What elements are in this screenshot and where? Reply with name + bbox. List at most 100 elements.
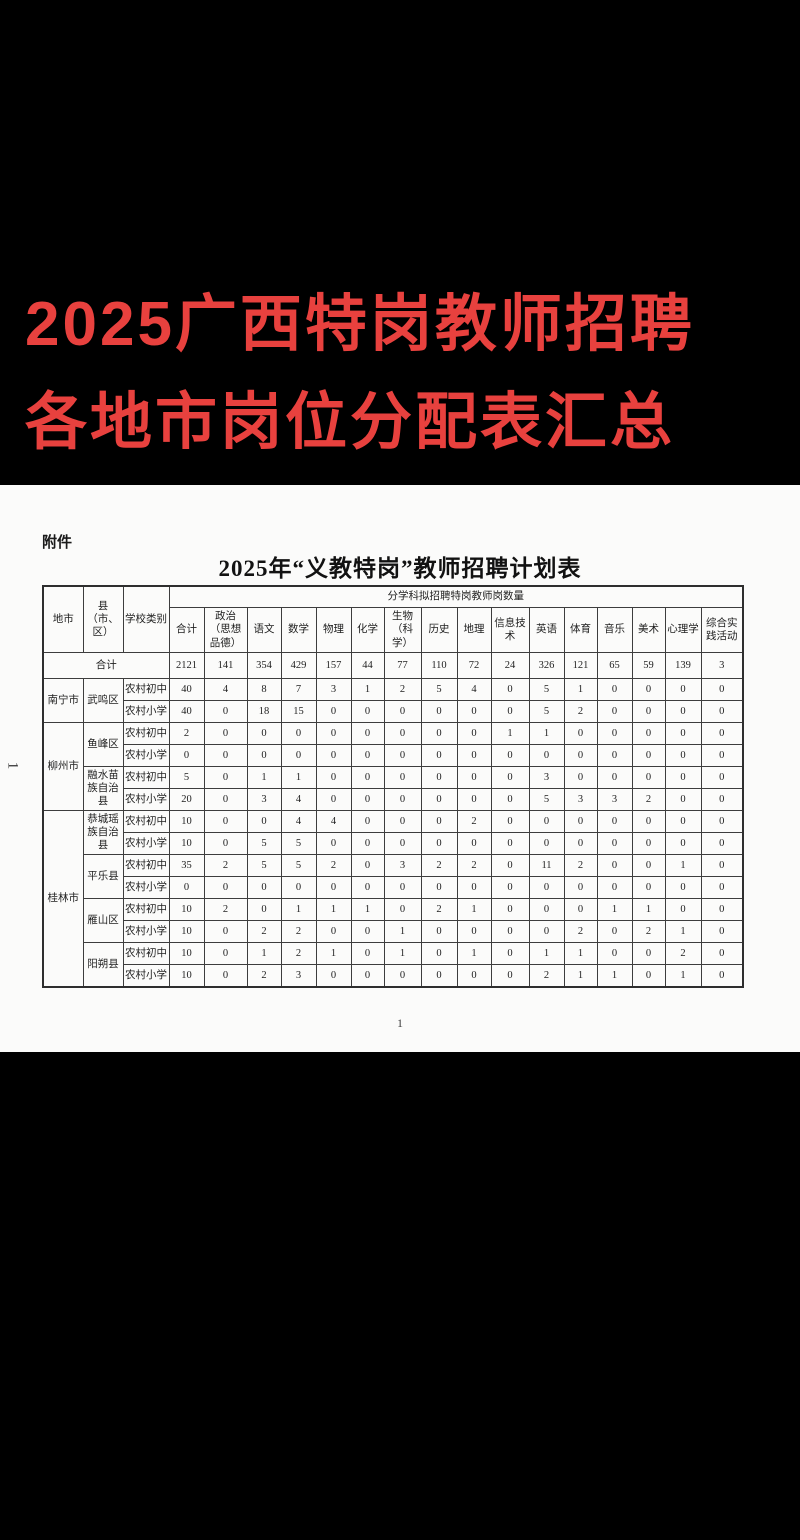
- value-cell: 0: [203, 920, 248, 943]
- value-cell: 0: [168, 744, 205, 767]
- value-cell: 8: [246, 678, 282, 701]
- total-value-cell: 429: [280, 652, 317, 679]
- value-cell: 2: [203, 854, 248, 877]
- value-cell: 0: [631, 942, 666, 965]
- value-cell: 0: [631, 876, 666, 899]
- total-value-cell: 157: [315, 652, 352, 679]
- value-cell: 1: [490, 722, 530, 745]
- table-row: 桂林市 恭城瑶族自治县 农村初中 10 0 0 4 4 0 0 0 2 0 0 0 0 0 0 0: [42, 810, 744, 988]
- value-cell: 0: [563, 832, 598, 855]
- school-type-cell: 农村小学: [122, 964, 170, 988]
- value-cell: 0: [490, 744, 530, 767]
- value-cell: 5: [246, 854, 282, 877]
- value-cell: 5: [420, 678, 458, 701]
- region-cell: 桂林市: [42, 810, 84, 988]
- value-cell: 0: [456, 700, 492, 723]
- value-cell: 0: [420, 722, 458, 745]
- value-cell: 0: [700, 898, 744, 921]
- table-row: 农村小学 20 0 3 4 0 0 0 0 0 0 5 3 3 2 0 0: [43, 788, 744, 811]
- value-cell: 0: [596, 744, 633, 767]
- value-cell: 0: [490, 810, 530, 833]
- table-row: 平乐县 农村初中 35 2 5 5 2 0 3 2 2 0 11 2 0 0 1 0: [43, 854, 744, 899]
- value-cell: 10: [168, 920, 205, 943]
- header-subject: 英语: [528, 607, 565, 653]
- value-cell: 2: [315, 854, 352, 877]
- value-cell: 0: [383, 744, 422, 767]
- county-cell: 阳朔县: [82, 942, 124, 988]
- value-cell: 2: [203, 898, 248, 921]
- header-region: 地市: [42, 585, 84, 653]
- value-cell: 0: [528, 898, 565, 921]
- value-cell: 3: [246, 788, 282, 811]
- value-cell: 0: [664, 788, 702, 811]
- value-cell: 3: [315, 678, 352, 701]
- value-cell: 0: [420, 942, 458, 965]
- school-type-cell: 农村小学: [122, 920, 170, 943]
- value-cell: 1: [664, 964, 702, 988]
- value-cell: 0: [350, 700, 385, 723]
- value-cell: 0: [596, 876, 633, 899]
- value-cell: 0: [528, 810, 565, 833]
- value-cell: 1: [528, 942, 565, 965]
- value-cell: 40: [168, 700, 205, 723]
- attachment-label: 附件: [42, 535, 73, 551]
- value-cell: 0: [664, 744, 702, 767]
- total-value-cell: 121: [563, 652, 598, 679]
- school-type-cell: 农村初中: [122, 678, 170, 701]
- value-cell: 0: [350, 810, 385, 833]
- value-cell: 0: [456, 832, 492, 855]
- value-cell: 0: [664, 700, 702, 723]
- value-cell: 0: [420, 744, 458, 767]
- total-value-cell: 354: [246, 652, 282, 679]
- table-row: 南宁市 武鸣区 农村初中 40 4 8 7 3 1 2 5 4 0 5 1 0 0 0 0: [42, 678, 744, 723]
- value-cell: 0: [596, 722, 633, 745]
- value-cell: 20: [168, 788, 205, 811]
- value-cell: 1: [280, 766, 317, 789]
- school-type-cell: 农村初中: [122, 722, 170, 745]
- table-row: 农村小学 0 0 0 0 0 0 0 0 0 0 0 0 0 0 0 0: [43, 876, 744, 899]
- value-cell: 18: [246, 700, 282, 723]
- value-cell: 0: [456, 788, 492, 811]
- value-cell: 3: [563, 788, 598, 811]
- school-type-cell: 农村初中: [122, 942, 170, 965]
- value-cell: 0: [350, 722, 385, 745]
- county-cell: 雁山区: [82, 898, 124, 943]
- header-subject: 历史: [420, 607, 458, 653]
- value-cell: 1: [563, 964, 598, 988]
- value-cell: 0: [700, 766, 744, 789]
- value-cell: 1: [350, 678, 385, 701]
- value-cell: 0: [383, 832, 422, 855]
- header-subject: 生物（科学）: [383, 607, 422, 653]
- value-cell: 1: [596, 964, 633, 988]
- value-cell: 4: [203, 678, 248, 701]
- value-cell: 2: [563, 920, 598, 943]
- value-cell: 0: [700, 832, 744, 855]
- value-cell: 0: [700, 678, 744, 701]
- value-cell: 0: [631, 964, 666, 988]
- value-cell: 2: [563, 854, 598, 877]
- value-cell: 0: [203, 832, 248, 855]
- value-cell: 0: [563, 744, 598, 767]
- total-row: 合计 2121 141 354 429 157 44 77 110 72 24 326 121 65 59 1…: [42, 652, 744, 679]
- value-cell: 3: [596, 788, 633, 811]
- header-school-type: 学校类别: [122, 585, 170, 653]
- poster-headline-line1: 2025广西特岗教师招聘: [25, 290, 695, 359]
- value-cell: 1: [246, 766, 282, 789]
- value-cell: 5: [528, 788, 565, 811]
- value-cell: 0: [280, 744, 317, 767]
- value-cell: 3: [280, 964, 317, 988]
- value-cell: 0: [700, 942, 744, 965]
- value-cell: 0: [490, 766, 530, 789]
- value-cell: 1: [350, 898, 385, 921]
- school-type-cell: 农村小学: [122, 788, 170, 811]
- value-cell: 0: [203, 722, 248, 745]
- poster-headline: 2025广西特岗教师招聘 各地市岗位分配表汇总: [25, 276, 695, 472]
- value-cell: 0: [631, 700, 666, 723]
- school-type-cell: 农村初中: [122, 810, 170, 833]
- value-cell: 4: [280, 810, 317, 833]
- value-cell: 0: [203, 942, 248, 965]
- value-cell: 0: [350, 744, 385, 767]
- value-cell: 5: [280, 854, 317, 877]
- value-cell: 0: [203, 788, 248, 811]
- value-cell: 0: [350, 766, 385, 789]
